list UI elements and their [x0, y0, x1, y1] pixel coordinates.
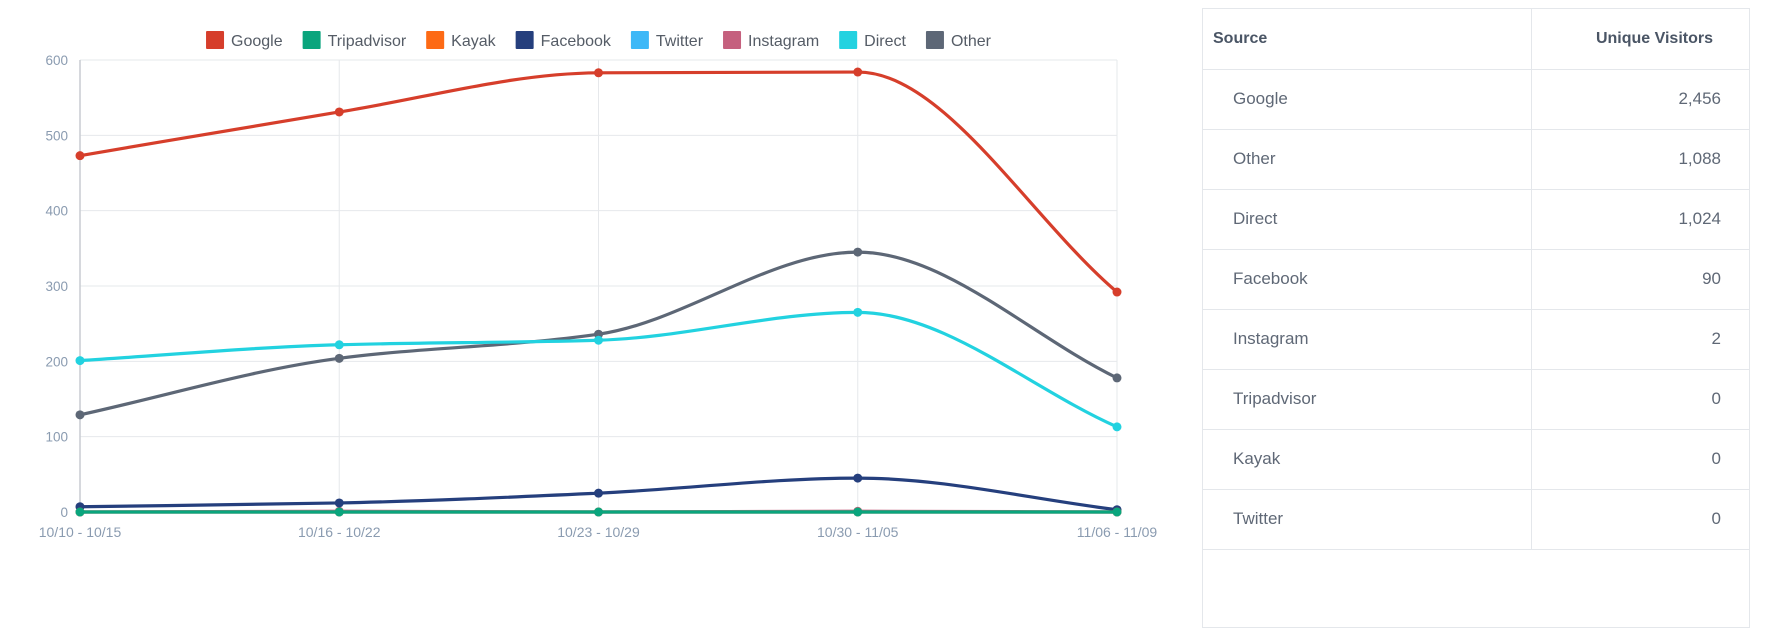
data-point-google: [594, 68, 603, 78]
series-google: [75, 67, 1122, 297]
header-source[interactable]: Source: [1203, 9, 1532, 70]
legend-item-direct: Direct: [839, 31, 907, 50]
x-tick-label: 10/30 - 11/05: [817, 524, 899, 540]
legend-label-instagram: Instagram: [748, 33, 819, 50]
chart-legend: Google Tripadvisor Kayak Facebook Twitter Ins…: [206, 31, 992, 50]
legend-label-direct: Direct: [864, 33, 906, 50]
legend-swatch-instagram: [723, 31, 742, 49]
row-source: Instagram: [1203, 309, 1532, 370]
data-point-direct: [1112, 422, 1122, 432]
row-source: Tripadvisor: [1203, 369, 1532, 430]
legend-swatch-kayak: [426, 31, 445, 49]
legend-swatch-other: [925, 31, 944, 49]
legend-swatch-twitter: [630, 31, 649, 49]
row-visitors: 90: [1531, 249, 1749, 310]
legend-item-kayak: Kayak: [426, 31, 497, 50]
data-point-facebook: [594, 488, 603, 498]
y-tick-label: 0: [60, 505, 68, 520]
row-visitors: 0: [1531, 429, 1749, 490]
x-tick-label: 10/10 - 10/15: [39, 524, 122, 540]
legend-label-other: Other: [951, 33, 992, 50]
legend-swatch-tripadvisor: [302, 31, 321, 49]
legend-item-twitter: Twitter: [630, 31, 704, 50]
legend-label-tripadvisor: Tripadvisor: [328, 33, 407, 50]
x-tick-label: 11/06 - 11/09: [1077, 524, 1158, 540]
legend-swatch-google: [206, 31, 225, 49]
data-point-google: [1112, 287, 1122, 297]
row-visitors: 2,456: [1531, 69, 1749, 130]
visitors-table: Source Unique Visitors Google 2,456 Othe…: [1203, 9, 1749, 550]
legend-item-tripadvisor: Tripadvisor: [302, 31, 407, 50]
y-tick-label: 400: [45, 204, 68, 219]
legend-label-twitter: Twitter: [656, 33, 704, 50]
data-point-other: [853, 247, 863, 257]
series-group: [75, 67, 1122, 517]
y-tick-label: 600: [45, 53, 68, 68]
x-tick-label: 10/23 - 10/29: [557, 524, 640, 540]
data-point-tripadvisor: [853, 507, 863, 517]
legend-item-google: Google: [206, 31, 283, 50]
legend-item-other: Other: [925, 31, 992, 50]
row-visitors: 1,024: [1531, 189, 1749, 250]
visitors-table-panel: Source Unique Visitors Google 2,456 Othe…: [1202, 8, 1750, 628]
row-visitors: 2: [1531, 309, 1749, 370]
data-point-tripadvisor: [1112, 507, 1122, 517]
data-point-other: [1112, 373, 1122, 383]
data-point-tripadvisor: [75, 507, 85, 517]
row-source: Google: [1203, 69, 1532, 130]
table-row: Facebook 90: [1203, 249, 1749, 310]
data-point-google: [334, 107, 344, 117]
data-point-facebook: [853, 473, 863, 483]
data-point-google: [75, 151, 85, 161]
table-header-row: Source Unique Visitors: [1203, 9, 1749, 70]
row-visitors: 1,088: [1531, 129, 1749, 190]
row-visitors: 0: [1531, 369, 1749, 430]
data-point-google: [853, 67, 863, 77]
y-tick-label: 100: [45, 430, 68, 445]
data-point-direct: [334, 340, 344, 350]
x-tick-label: 10/16 - 10/22: [298, 524, 381, 540]
table-row: Tripadvisor 0: [1203, 369, 1749, 430]
data-point-tripadvisor: [594, 507, 603, 517]
table-row: Google 2,456: [1203, 69, 1749, 130]
data-point-other: [75, 410, 85, 420]
legend-label-kayak: Kayak: [451, 33, 496, 50]
data-point-direct: [75, 356, 85, 366]
legend-label-facebook: Facebook: [541, 33, 612, 50]
y-tick-label: 200: [45, 354, 68, 369]
grid-lines: 0 100 200 300 400 500 600 10/10 - 10/15 10/16 - …: [39, 53, 1158, 540]
line-chart: 0 100 200 300 400 500 600 10/10 - 10/15 10/16 - …: [39, 31, 1158, 540]
row-source: Facebook: [1203, 249, 1532, 310]
row-source: Twitter: [1203, 489, 1532, 550]
table-row: Direct 1,024: [1203, 189, 1749, 250]
data-point-direct: [853, 307, 863, 317]
table-row: Twitter 0: [1203, 489, 1749, 550]
data-point-tripadvisor: [334, 507, 344, 517]
series-tripadvisor: [75, 507, 1122, 517]
series-direct: [75, 307, 1122, 432]
data-point-direct: [594, 335, 603, 345]
legend-swatch-direct: [839, 31, 858, 49]
header-unique-visitors[interactable]: Unique Visitors: [1531, 9, 1749, 70]
y-tick-label: 300: [45, 279, 68, 294]
row-source: Direct: [1203, 189, 1532, 250]
legend-swatch-facebook: [515, 31, 534, 49]
row-visitors: 0: [1531, 489, 1749, 550]
row-source: Other: [1203, 129, 1532, 190]
data-point-other: [334, 353, 344, 363]
y-tick-label: 500: [45, 128, 68, 143]
chart-svg: 0 100 200 300 400 500 600 10/10 - 10/15 10/16 - …: [39, 31, 1158, 540]
data-point-facebook: [334, 498, 344, 508]
legend-item-facebook: Facebook: [515, 31, 612, 50]
legend-item-instagram: Instagram: [723, 31, 819, 50]
table-row: Instagram 2: [1203, 309, 1749, 370]
row-source: Kayak: [1203, 429, 1532, 490]
series-other: [75, 247, 1122, 420]
series-line-google: [79, 70, 1119, 294]
legend-label-google: Google: [231, 33, 283, 50]
table-row: Kayak 0: [1203, 429, 1749, 490]
table-row: Other 1,088: [1203, 129, 1749, 190]
